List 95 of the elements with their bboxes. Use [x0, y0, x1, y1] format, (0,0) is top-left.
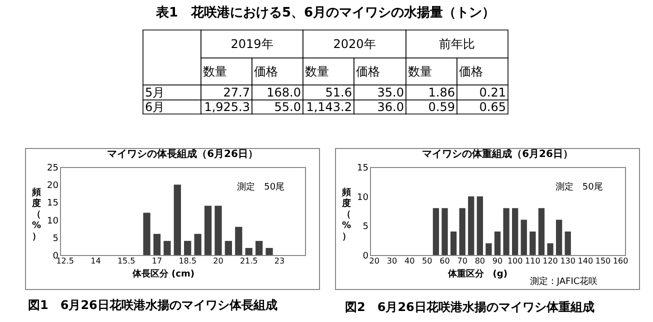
x-tick-label: 価格: [459, 64, 483, 78]
x-tick-label: 90: [492, 256, 503, 266]
x-tick-label: 20: [369, 256, 380, 266]
x-tick-label: 価格: [254, 64, 278, 78]
bar: [194, 234, 202, 255]
bar: [450, 232, 457, 255]
data-label: 0.59: [428, 100, 455, 114]
y-tick-label: 5: [52, 234, 58, 244]
data-label: 1,925.3: [204, 100, 250, 114]
x-tick-label: 140: [578, 256, 594, 266]
x-axis-title: 体長区分 (cm): [131, 268, 194, 280]
bar: [468, 196, 474, 255]
text: 測定：JAFIC花咲: [530, 276, 598, 287]
annotation: 測定 50尾: [237, 181, 285, 192]
bar: [512, 208, 518, 255]
bar: [476, 196, 483, 255]
bar: [432, 208, 440, 255]
bar: [442, 208, 448, 255]
bar: [164, 240, 171, 255]
x-tick-label: 30: [386, 256, 398, 266]
x-tick-label: 160: [612, 256, 628, 266]
bar: [503, 208, 510, 255]
y-tick-label: 10: [357, 192, 369, 203]
x-tick-label: 150: [595, 256, 611, 266]
bar: [143, 212, 150, 255]
caption: 図1 6月26日花咲港水揚のマイワシ体長組成: [28, 297, 278, 314]
bar: [538, 208, 545, 255]
x-tick-label: 数量: [408, 64, 432, 78]
bar: [494, 232, 501, 255]
annotation: 測定 50尾: [555, 181, 603, 192]
bar: [184, 240, 192, 255]
bar: [547, 243, 554, 255]
x-tick-label: 数量: [305, 64, 329, 78]
text: 前年比: [439, 37, 475, 51]
y-tick-label: 5: [362, 222, 368, 232]
data-label: 0.65: [479, 100, 506, 114]
x-tick-label: 21.5: [240, 256, 258, 266]
bar: [266, 248, 273, 255]
x-axis-title: 体重区分 (g): [446, 268, 508, 280]
bar: [235, 226, 242, 255]
y-tick-label: 6月: [145, 100, 165, 114]
text: 2019年: [230, 37, 274, 51]
x-tick-label: 18.5: [178, 256, 197, 266]
data-label: 27.7: [223, 86, 250, 100]
x-tick-label: 130: [560, 256, 576, 266]
data-label: 36.0: [377, 100, 404, 114]
data-label: 1,143.2: [306, 100, 352, 114]
data-label: 168.0: [266, 86, 301, 100]
x-tick-label: 100: [507, 256, 523, 266]
bar: [153, 234, 161, 255]
x-tick-label: 80: [474, 256, 486, 266]
bar: [564, 232, 571, 255]
y-tick-label: 15: [357, 164, 368, 174]
bar: [245, 248, 252, 255]
bar: [255, 240, 263, 255]
x-tick-label: 120: [542, 256, 558, 266]
y-tick-label: 10: [47, 216, 59, 226]
caption: 図2 6月26日花咲港水揚のマイワシ体重組成: [345, 299, 594, 316]
y-tick-label: 20: [47, 181, 59, 192]
x-tick-label: 23: [274, 256, 285, 266]
bar: [530, 232, 536, 255]
bar: [214, 206, 222, 255]
x-tick-label: 数量: [203, 64, 227, 78]
y-tick-label: 0: [362, 252, 369, 262]
x-tick-label: 50: [422, 256, 432, 266]
chart-title: 表1 花咲港における5、6月のマイワシの水揚量（トン）: [154, 6, 496, 21]
data-label: 0.21: [479, 86, 506, 100]
data-label: 35.0: [377, 86, 404, 100]
bar: [224, 240, 232, 255]
data-label: 55.0: [274, 100, 301, 114]
data-label: 51.6: [325, 86, 352, 100]
x-tick-label: 14: [90, 256, 101, 266]
x-tick-label: 12.5: [56, 256, 74, 266]
y-axis-title: 頻度（%）: [341, 187, 352, 242]
y-tick-label: 0: [52, 252, 59, 262]
x-tick-label: 20: [213, 256, 224, 266]
bar: [459, 208, 466, 255]
bar: [486, 243, 492, 255]
x-tick-label: 70: [457, 256, 468, 266]
bar: [204, 206, 212, 255]
bar: [174, 184, 181, 255]
bar: [556, 220, 562, 255]
y-tick-label: 25: [47, 164, 58, 174]
text: 2020年: [333, 37, 376, 51]
bar: [520, 220, 527, 255]
x-tick-label: 40: [404, 256, 415, 266]
x-tick-label: 17: [152, 256, 162, 266]
y-tick-label: 15: [47, 198, 58, 209]
x-tick-label: 110: [525, 256, 540, 266]
y-tick-label: 5月: [145, 86, 165, 100]
x-tick-label: 60: [440, 256, 450, 266]
x-tick-label: 15.5: [117, 256, 136, 266]
y-axis-title: 頻度（%）: [31, 187, 42, 242]
data-label: 1.86: [428, 86, 455, 100]
x-tick-label: 価格: [356, 64, 380, 78]
